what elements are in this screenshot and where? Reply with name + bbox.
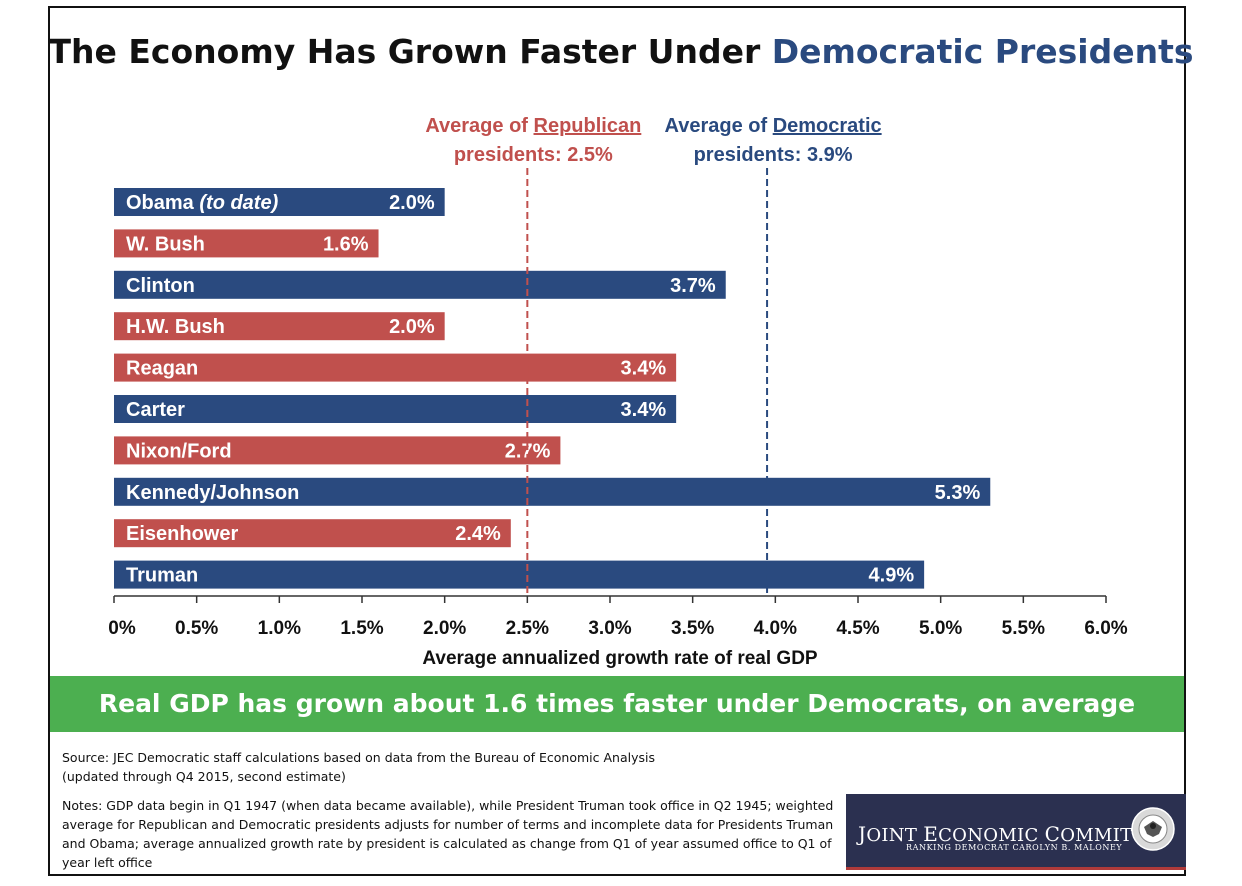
x-tick-label: 4.0% xyxy=(754,618,797,639)
bar-label: Truman xyxy=(126,565,198,587)
bar-label: Carter xyxy=(126,399,185,421)
bar xyxy=(114,519,511,548)
x-tick-label: 4.5% xyxy=(836,618,879,639)
average-label-line1: Average of Democratic xyxy=(665,115,882,137)
bar xyxy=(114,229,379,258)
bar xyxy=(114,312,445,341)
bar-label: Reagan xyxy=(126,358,198,380)
average-label-line2: presidents: 2.5% xyxy=(454,144,613,166)
bar-value-label: 2.0% xyxy=(389,316,435,338)
x-tick-label: 0% xyxy=(108,618,136,639)
bar-value-label: 3.7% xyxy=(670,275,716,297)
bar xyxy=(114,395,677,423)
title-main: The Economy Has Grown Faster Under xyxy=(48,32,772,71)
bar-label: H.W. Bush xyxy=(126,316,225,338)
bar xyxy=(114,477,991,506)
bar-value-label: 3.4% xyxy=(621,399,667,421)
bar xyxy=(114,436,561,465)
x-tick-label: 0.5% xyxy=(175,618,218,639)
bar-value-label: 4.9% xyxy=(869,565,915,587)
source-note: Source: JEC Democratic staff calculation… xyxy=(62,748,655,786)
bar xyxy=(114,270,726,299)
x-tick-label: 2.0% xyxy=(423,618,466,639)
x-axis-label: Average annualized growth rate of real G… xyxy=(422,648,818,669)
chart-title: The Economy Has Grown Faster Under Democ… xyxy=(0,32,1242,71)
bar xyxy=(114,353,677,382)
bar-value-label: 2.0% xyxy=(389,192,435,214)
source-line-1: Source: JEC Democratic staff calculation… xyxy=(62,750,655,765)
source-line-2: (updated through Q4 2015, second estimat… xyxy=(62,769,346,784)
average-label-line2: presidents: 3.9% xyxy=(694,144,853,166)
bar-value-label: 5.3% xyxy=(935,482,981,504)
x-tick-label: 1.0% xyxy=(258,618,301,639)
bar xyxy=(114,560,925,589)
bar-value-label: 2.7% xyxy=(505,440,551,462)
x-tick-label: 5.5% xyxy=(1002,618,1045,639)
bar-label: Eisenhower xyxy=(126,523,238,545)
average-label-line1: Average of Republican xyxy=(425,115,641,137)
jec-logo: JOINT ECONOMIC COMMITTEE RANKING DEMOCRA… xyxy=(846,794,1186,870)
x-tick-label: 3.5% xyxy=(671,618,714,639)
bar-chart: Obama (to date) 2.0% W. Bush 1.6% Clinton 3.7… xyxy=(108,115,1127,669)
x-tick-label: 5.0% xyxy=(919,618,962,639)
bar-label: Nixon/Ford xyxy=(126,440,232,462)
x-tick-label: 6.0% xyxy=(1084,618,1127,639)
summary-banner: Real GDP has grown about 1.6 times faste… xyxy=(50,676,1184,732)
congress-seal-icon xyxy=(1131,807,1175,851)
bar-label: Clinton xyxy=(126,275,195,297)
bar-label: W. Bush xyxy=(126,233,205,255)
bar-value-label: 2.4% xyxy=(455,523,501,545)
bar-value-label: 3.4% xyxy=(621,358,667,380)
logo-stripe xyxy=(846,867,1186,870)
bar-label: Obama (to date) xyxy=(126,192,279,214)
x-tick-label: 2.5% xyxy=(506,618,549,639)
title-highlight: Democratic Presidents xyxy=(771,32,1194,71)
bar-value-label: 1.6% xyxy=(323,233,369,255)
bar-label: Kennedy/Johnson xyxy=(126,482,299,504)
bar xyxy=(114,188,445,216)
notes-text: Notes: GDP data begin in Q1 1947 (when d… xyxy=(62,798,834,870)
x-tick-label: 1.5% xyxy=(340,618,383,639)
logo-subtitle: RANKING DEMOCRAT CAROLYN B. MALONEY xyxy=(906,843,1123,852)
x-tick-label: 3.0% xyxy=(588,618,631,639)
